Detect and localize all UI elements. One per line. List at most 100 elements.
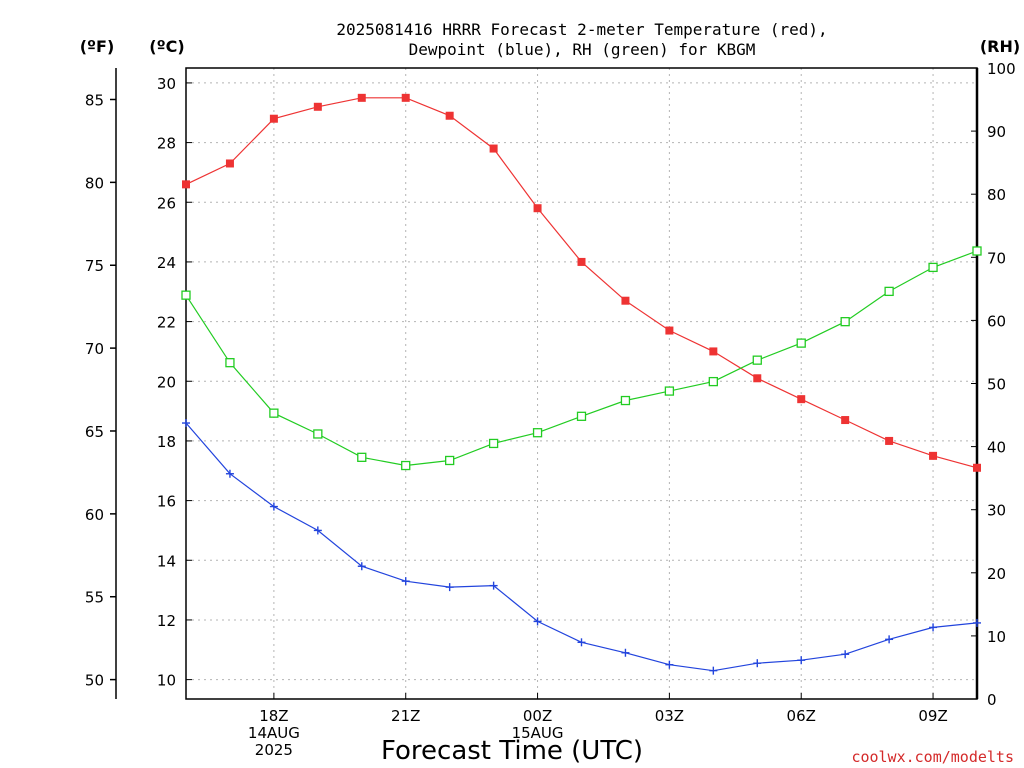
fahrenheit-unit-label: (ºF)	[80, 37, 115, 56]
dewpoint-point-10	[621, 648, 630, 657]
credit-text: coolwx.com/modelts	[851, 748, 1014, 766]
plot-frame	[185, 67, 978, 700]
rh-tick-label-6: 60	[987, 312, 1006, 330]
dewpoint-point-3	[313, 526, 322, 535]
fahrenheit-tick-label-1: 55	[85, 589, 104, 607]
dewpoint-point-17	[929, 623, 938, 632]
rh-point-11	[664, 386, 675, 396]
temperature-point-5	[401, 93, 410, 102]
temperature-point-6	[445, 111, 454, 120]
dewpoint-point-6	[445, 583, 454, 592]
fahrenheit-tick-label-7: 85	[85, 91, 104, 109]
dewpoint-point-2	[269, 502, 278, 511]
x-tick-label-0-1: 14AUG	[248, 724, 300, 742]
x-tick-label-2-1: 15AUG	[512, 724, 564, 742]
celsius-tick-label-6: 22	[157, 314, 176, 332]
chart-title-line-1: 2025081416 HRRR Forecast 2-meter Tempera…	[336, 20, 827, 39]
dewpoint-point-13	[753, 659, 762, 668]
x-tick-label-0-0: 18Z	[259, 707, 288, 725]
x-tick-label-0-2: 2025	[255, 741, 293, 759]
rh-point-9	[576, 411, 587, 421]
chart-title-line-2: Dewpoint (blue), RH (green) for KBGM	[409, 40, 756, 59]
rh-tick-label-4: 40	[987, 439, 1006, 457]
dewpoint-point-12	[709, 666, 718, 675]
dewpoint-point-11	[665, 660, 674, 669]
rh-tick-label-7: 70	[987, 249, 1006, 267]
temperature-point-10	[621, 296, 630, 305]
temperature-point-2	[269, 114, 278, 123]
temperature-point-8	[533, 204, 542, 213]
dewpoint-point-7	[489, 581, 498, 590]
rh-tick-label-3: 30	[987, 502, 1006, 520]
rh-tick-label-0: 0	[987, 691, 997, 709]
rh-tick-label-8: 80	[987, 186, 1006, 204]
rh-point-8	[532, 428, 543, 438]
temperature-point-18	[973, 463, 981, 472]
fahrenheit-tick-label-4: 70	[85, 340, 104, 358]
rh-point-13	[752, 355, 762, 365]
celsius-tick-label-10: 30	[157, 75, 176, 93]
x-axis-label: Forecast Time (UTC)	[381, 736, 643, 766]
rh-point-6	[445, 455, 455, 466]
rh-tick-label-1: 10	[987, 628, 1006, 646]
fahrenheit-tick-label-6: 80	[85, 174, 104, 192]
dewpoint-point-8	[533, 617, 542, 626]
celsius-tick-label-5: 20	[157, 373, 176, 391]
axes: 50 55 60 65 70 75 80 85 10 12 14 16 18 20 22 24 26 28 30 0 1…	[85, 60, 1016, 759]
rh-tick-label-2: 20	[987, 565, 1006, 583]
rh-tick-label-9: 90	[987, 123, 1006, 141]
dewpoint-point-1	[225, 469, 234, 478]
rh-series-line	[185, 250, 978, 467]
fahrenheit-tick-label-2: 60	[85, 506, 104, 524]
rh-point-10	[620, 395, 631, 406]
celsius-tick-label-4: 18	[157, 433, 176, 451]
rh-point-17	[928, 262, 938, 273]
temperature-point-1	[225, 159, 234, 168]
temperature-point-9	[577, 257, 586, 266]
rh-point-3	[313, 429, 323, 439]
rh-point-15	[840, 317, 850, 327]
dewpoint-point-4	[357, 562, 366, 571]
temperature-point-0	[182, 180, 190, 189]
fahrenheit-tick-label-5: 75	[85, 257, 104, 275]
grid-lines	[186, 68, 977, 699]
rh-tick-label-10: 100	[987, 60, 1016, 78]
rh-point-1	[225, 358, 235, 368]
temperature-point-11	[665, 326, 674, 335]
celsius-unit-label: (ºC)	[149, 37, 184, 56]
celsius-tick-label-0: 10	[157, 672, 176, 690]
rh-point-7	[488, 438, 499, 449]
rh-point-5	[401, 460, 411, 471]
x-tick-label-5-0: 09Z	[918, 707, 947, 725]
rh-tick-label-5: 50	[987, 376, 1006, 394]
celsius-tick-label-7: 24	[157, 254, 176, 272]
data-series	[181, 93, 982, 675]
fahrenheit-tick-label-3: 65	[85, 423, 104, 441]
rh-point-16	[884, 286, 894, 297]
temperature-point-13	[753, 374, 762, 383]
dewpoint-point-15	[841, 650, 850, 659]
dewpoint-series-line	[185, 422, 978, 672]
celsius-tick-label-9: 28	[157, 135, 176, 153]
chart-title: 2025081416 HRRR Forecast 2-meter Tempera…	[336, 20, 827, 59]
fahrenheit-tick-label-0: 50	[85, 672, 104, 690]
temperature-point-14	[797, 395, 806, 404]
temperature-point-15	[841, 416, 850, 425]
rh-point-2	[269, 408, 279, 418]
dewpoint-point-9	[577, 638, 586, 647]
dewpoint-point-14	[797, 656, 806, 665]
rh-point-4	[357, 452, 367, 462]
x-tick-label-1-0: 21Z	[391, 707, 420, 725]
temperature-point-16	[885, 436, 894, 445]
rh-point-12	[708, 376, 718, 387]
temperature-point-3	[313, 102, 322, 111]
x-tick-label-3-0: 03Z	[655, 707, 684, 725]
x-tick-label-2-0: 00Z	[523, 707, 552, 725]
x-tick-label-4-0: 06Z	[787, 707, 816, 725]
rh-point-18	[972, 246, 982, 256]
celsius-tick-label-3: 16	[157, 493, 176, 511]
rh-unit-label: (RH)	[980, 37, 1020, 56]
rh-point-14	[796, 338, 806, 348]
dewpoint-point-18	[973, 618, 981, 627]
